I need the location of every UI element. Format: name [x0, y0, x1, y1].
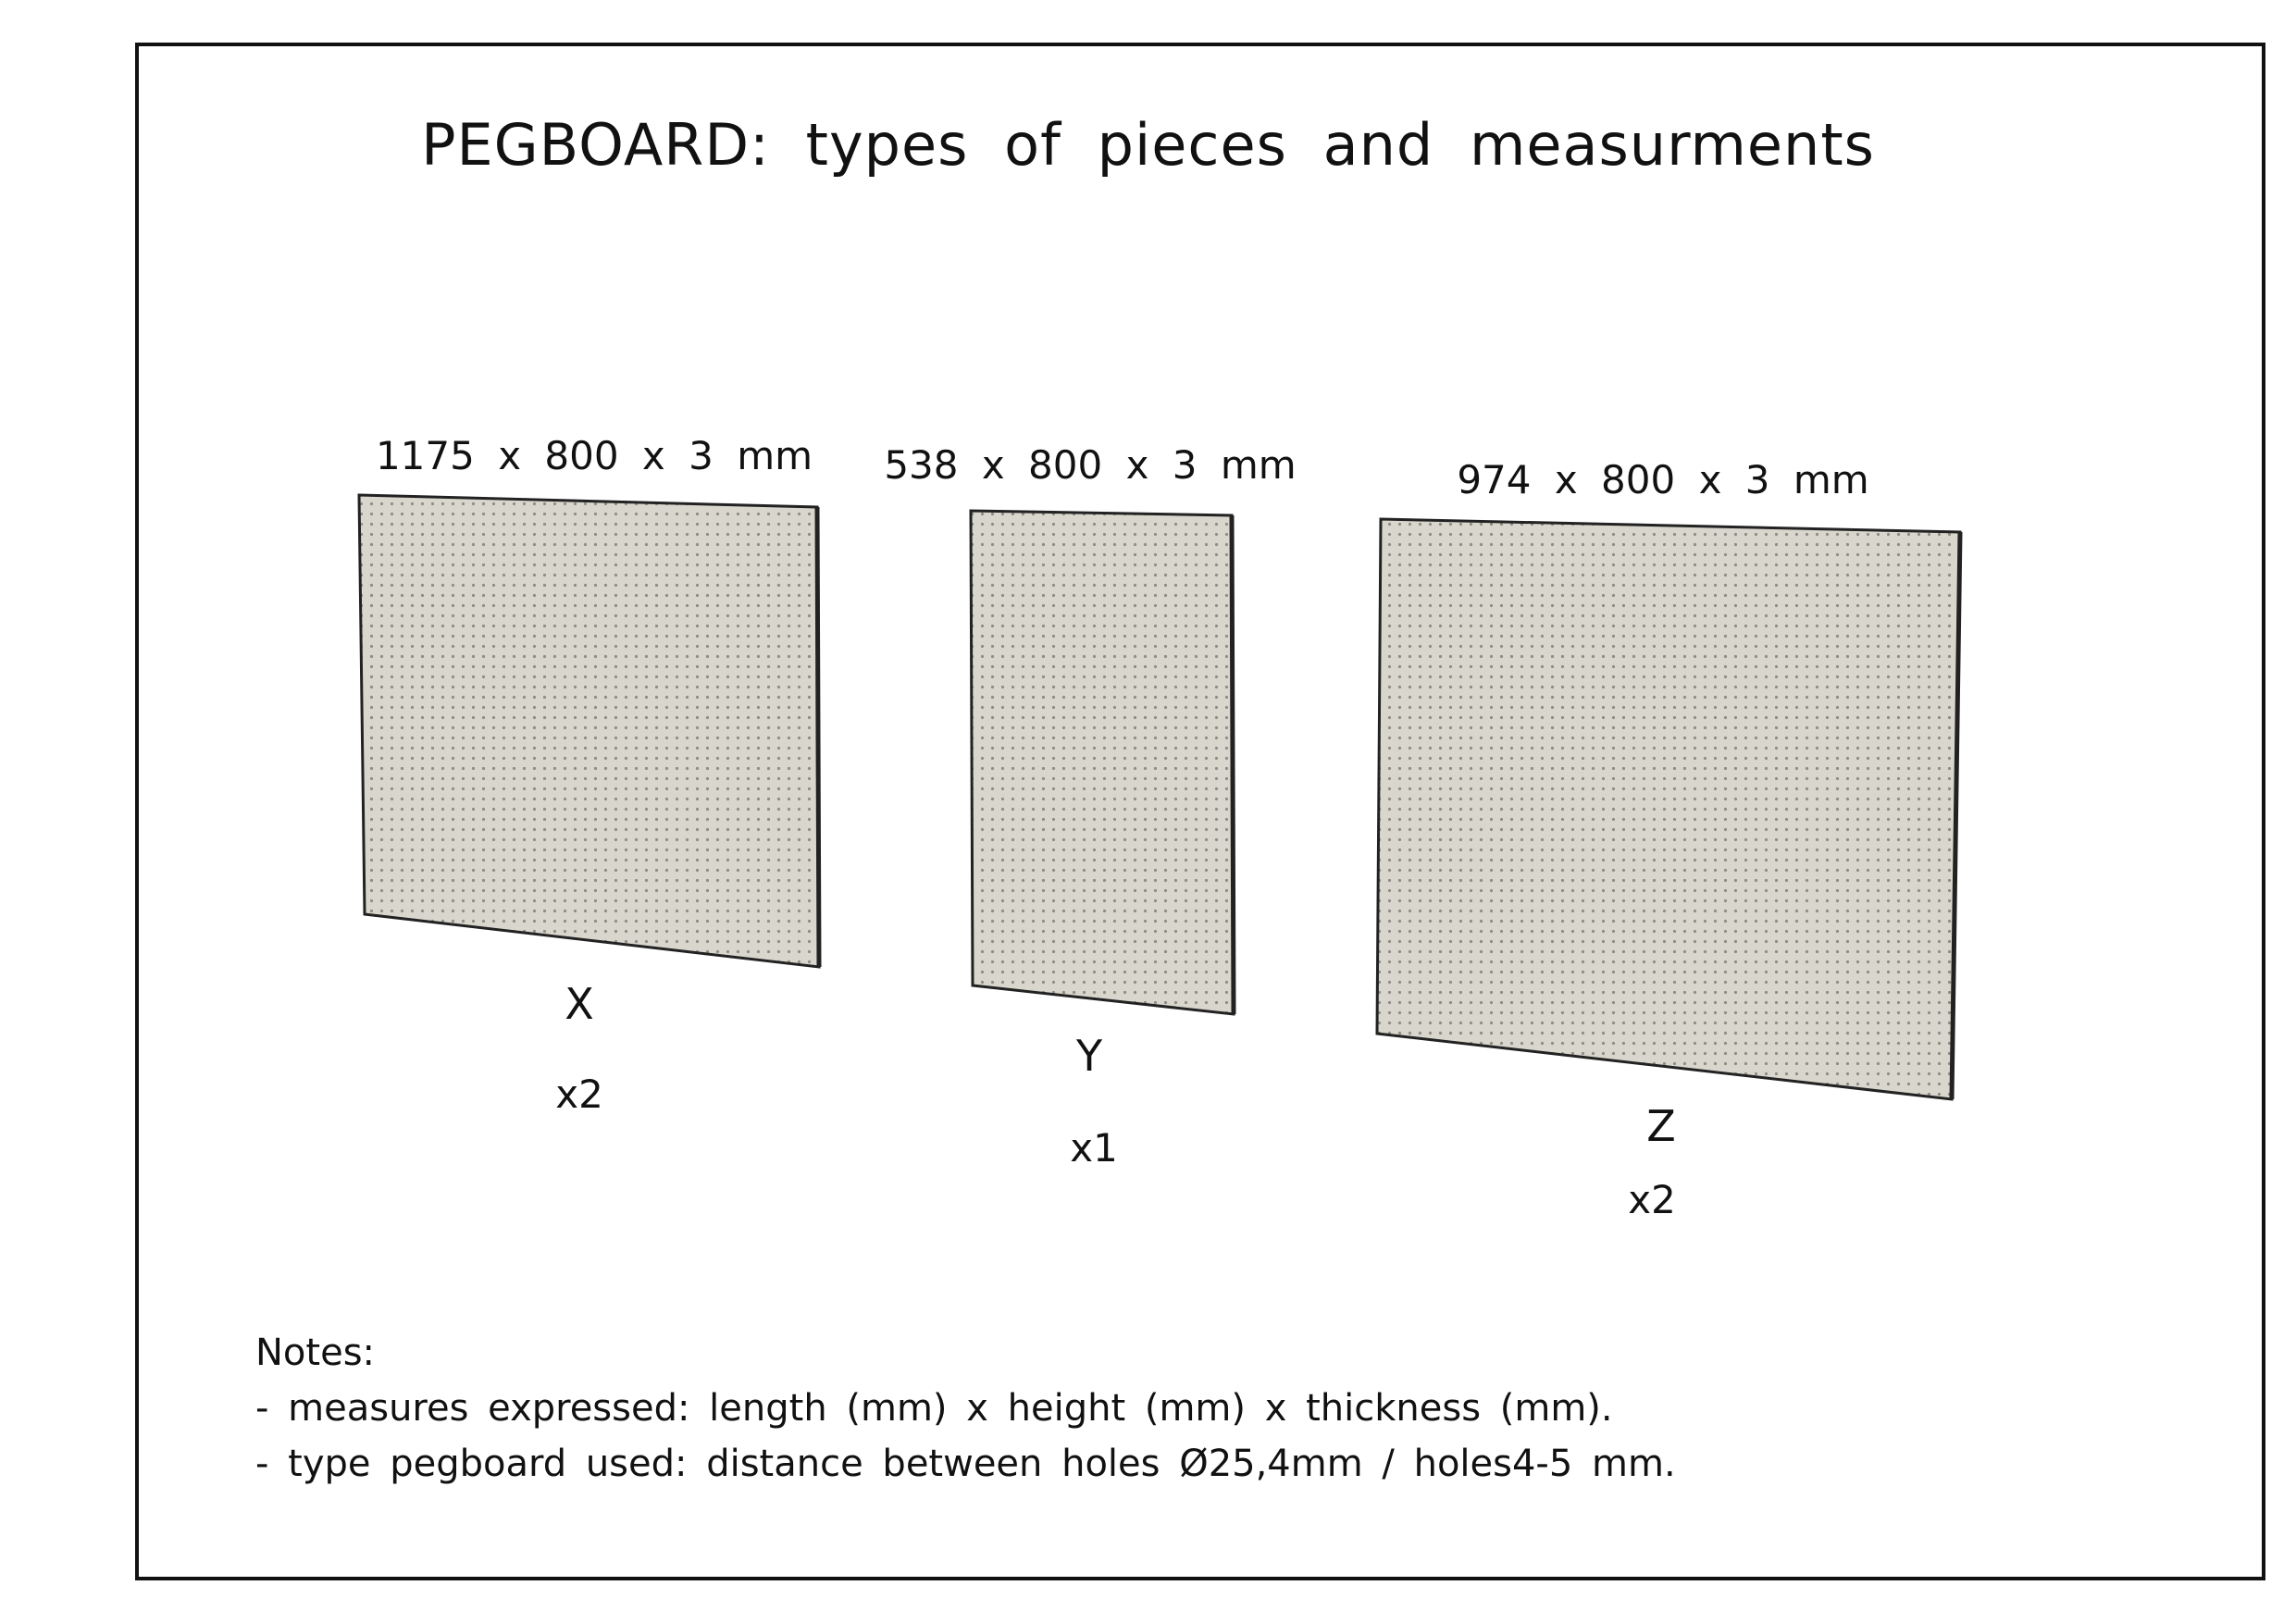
board-y-panel	[969, 509, 1235, 1016]
notes-section: Notes: - measures expressed: length (mm)…	[255, 1325, 1676, 1492]
board-y	[969, 509, 1236, 1016]
piece-y-dimensions: 538 x 800 x 3 mm	[884, 442, 1297, 488]
piece-z-quantity: x2	[1628, 1177, 1676, 1222]
piece-y-quantity: x1	[1070, 1125, 1118, 1171]
piece-x-code: X	[565, 979, 594, 1029]
sheet-border	[135, 43, 2265, 1580]
board-x	[357, 493, 822, 969]
board-z-panel	[1375, 517, 1962, 1101]
piece-x-quantity: x2	[555, 1072, 603, 1117]
note-measures: - measures expressed: length (mm) x heig…	[255, 1387, 1613, 1430]
piece-z-dimensions: 974 x 800 x 3 mm	[1457, 457, 1869, 502]
board-x-panel	[357, 493, 821, 969]
notes-heading: Notes:	[255, 1332, 376, 1374]
piece-y-code: Y	[1075, 1031, 1103, 1081]
piece-z-code: Z	[1646, 1101, 1676, 1151]
board-z	[1375, 517, 1963, 1101]
note-pegboard-type: - type pegboard used: distance between h…	[255, 1443, 1676, 1485]
drawing-title: PEGBOARD: types of pieces and measurment…	[421, 111, 1875, 179]
piece-x-dimensions: 1175 x 800 x 3 mm	[375, 433, 813, 478]
